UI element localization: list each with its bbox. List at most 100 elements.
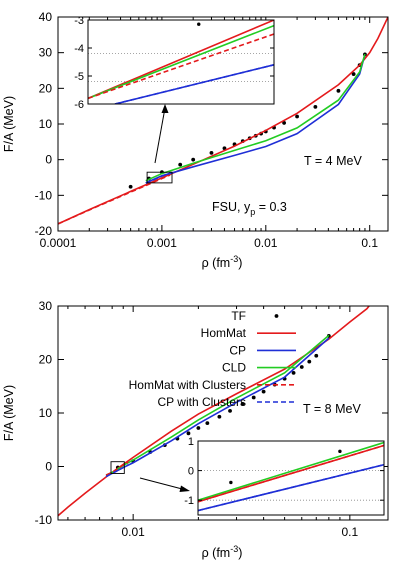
bottom-point-tf bbox=[240, 402, 245, 406]
top-ytick-label: 30 bbox=[39, 46, 53, 60]
bottom-series-cp-with-clusters bbox=[105, 464, 129, 478]
bottom-xlabel: ρ (fm-3) bbox=[202, 544, 243, 560]
top-point-tf bbox=[295, 114, 299, 119]
top-inset-series bbox=[88, 20, 274, 104]
legend-label: HomMat with Clusters bbox=[129, 378, 246, 392]
bottom-xtick-label: 0.01 bbox=[121, 525, 145, 539]
bottom-point-tf bbox=[205, 421, 210, 426]
bottom-point-tf bbox=[217, 414, 222, 419]
top-annotation-temperature: T = 4 MeV bbox=[304, 154, 362, 168]
top-point-tf bbox=[282, 121, 286, 125]
top-inset-series-hommat bbox=[88, 20, 274, 100]
top-inset-ticks: -6 -5 -4 -3 bbox=[74, 15, 274, 111]
bottom-inset-point-tf bbox=[229, 480, 233, 485]
bottom-point-tf bbox=[261, 389, 266, 394]
legend-item-hommat: HomMat bbox=[201, 326, 296, 340]
bottom-inset-series-tf bbox=[229, 449, 342, 485]
bottom-annotation-temperature: T = 8 MeV bbox=[303, 402, 361, 416]
top-series-cld bbox=[145, 53, 366, 182]
legend-item-cp: CP bbox=[229, 343, 296, 357]
bottom-inset: -1 0 1 bbox=[184, 436, 385, 516]
top-ytick-label: 0 bbox=[45, 153, 52, 167]
top-inset-ytick-label: -6 bbox=[74, 99, 84, 111]
top-point-tf bbox=[222, 146, 227, 151]
top-inset-series-cp-with-clusters bbox=[114, 64, 274, 104]
legend-label: CLD bbox=[222, 361, 246, 375]
bottom-point-tf bbox=[186, 431, 191, 436]
top-point-tf bbox=[351, 72, 356, 76]
top-ytick-label: -20 bbox=[35, 224, 53, 238]
top-ylabel: F/A (MeV) bbox=[2, 96, 16, 152]
bottom-point-tf bbox=[228, 408, 232, 413]
legend-item-tf: TF bbox=[231, 309, 279, 323]
top-ytick-label: 20 bbox=[39, 81, 53, 95]
legend-symbol bbox=[274, 314, 279, 318]
top-series-cp-with-clusters bbox=[145, 171, 174, 184]
top-series-hommat-with-clusters bbox=[58, 174, 171, 225]
legend-item-cp-with-clusters: CP with Clusters bbox=[158, 395, 296, 409]
bottom-inset-series-cld bbox=[198, 441, 384, 501]
top-inset-ytick-label: -3 bbox=[74, 15, 84, 27]
top-xtick-label: 0.1 bbox=[361, 236, 378, 250]
bottom-ytick-label: 30 bbox=[39, 299, 53, 313]
top-inset-frame bbox=[87, 19, 275, 105]
top-panel: 0.0001 0.001 0.01 0.1 -20 -10 0 10 20 30 40 F/A (M… bbox=[2, 10, 389, 270]
bottom-zoom-arrow bbox=[139, 477, 190, 492]
top-inset-series-hommat-with-clusters bbox=[88, 33, 274, 100]
bottom-ytick-label: 10 bbox=[39, 406, 53, 420]
bottom-inset-series-hommat-with-clusters bbox=[198, 444, 384, 503]
legend-label: HomMat bbox=[201, 326, 247, 340]
bottom-point-tf bbox=[251, 395, 256, 400]
bottom-ytick-label: 20 bbox=[39, 353, 53, 367]
top-inset-series-cld bbox=[88, 24, 274, 100]
top-point-tf bbox=[191, 157, 196, 162]
bottom-ylabel: F/A (MeV) bbox=[2, 385, 16, 441]
legend-item-hommat-with-clusters: HomMat with Clusters bbox=[129, 378, 296, 392]
bottom-ytick-label: -10 bbox=[35, 513, 53, 527]
legend-label: CP bbox=[229, 343, 246, 357]
bottom-inset-ytick-label: 0 bbox=[188, 466, 194, 478]
bottom-series-hommat bbox=[58, 306, 371, 517]
bottom-point-tf bbox=[307, 359, 312, 364]
top-xtick-label: 0.001 bbox=[147, 236, 177, 250]
top-ytick-label: -10 bbox=[35, 188, 53, 202]
bottom-point-tf bbox=[314, 353, 319, 358]
bottom-inset-ytick-label: 1 bbox=[188, 436, 194, 448]
bottom-inset-ytick-label: -1 bbox=[184, 495, 194, 507]
top-point-tf bbox=[313, 104, 318, 109]
top-series-layer bbox=[58, 17, 388, 225]
bottom-point-tf bbox=[291, 370, 296, 375]
bottom-ytick-label: 0 bbox=[45, 460, 52, 474]
top-point-tf bbox=[128, 184, 133, 189]
top-ytick-label: 40 bbox=[39, 10, 53, 24]
bottom-xtick-label: 0.1 bbox=[341, 525, 358, 539]
bottom-point-tf bbox=[299, 365, 304, 369]
top-inset-ytick-label: -5 bbox=[74, 71, 84, 83]
top-series-hommat bbox=[58, 17, 388, 225]
legend-label: CP with Clusters bbox=[158, 395, 246, 409]
top-annotation-model: FSU, yp = 0.3 bbox=[212, 200, 287, 217]
top-inset: -6 -5 -4 -3 bbox=[74, 15, 275, 111]
bottom-series-hommat-with-clusters bbox=[105, 461, 129, 476]
top-zoom-arrow bbox=[154, 104, 169, 164]
bottom-inset-series-cp bbox=[198, 463, 384, 512]
top-inset-point-tf bbox=[197, 22, 201, 26]
bottom-point-tf bbox=[196, 426, 201, 430]
bottom-ticks bbox=[58, 305, 388, 521]
legend: TF HomMat CP CLD HomMat with Clusters CP with… bbox=[129, 309, 296, 409]
bottom-inset-ticks: -1 0 1 bbox=[184, 436, 384, 507]
top-inset-grid bbox=[88, 53, 274, 82]
top-zoom-box bbox=[146, 171, 173, 184]
top-xlabel: ρ (fm-3) bbox=[202, 254, 243, 270]
top-ytick-label: 10 bbox=[39, 117, 53, 131]
bottom-inset-series bbox=[198, 441, 384, 512]
bottom-inset-point-tf bbox=[338, 449, 342, 454]
top-inset-series-tf bbox=[197, 22, 201, 26]
top-point-tf bbox=[336, 88, 341, 93]
top-point-tf bbox=[178, 162, 183, 167]
legend-item-cld: CLD bbox=[222, 361, 296, 375]
bottom-inset-frame bbox=[197, 440, 385, 516]
